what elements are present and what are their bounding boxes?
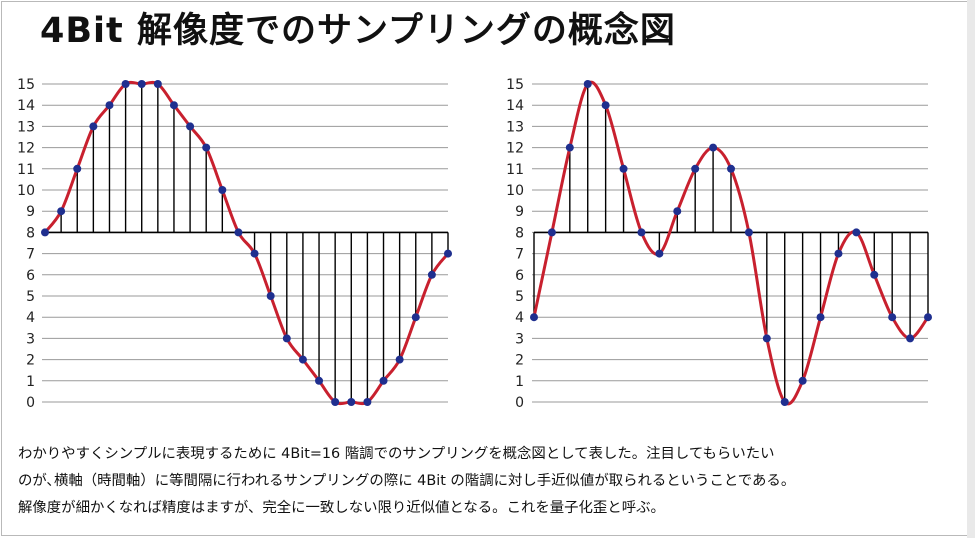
sample-point — [57, 207, 66, 216]
sample-point — [762, 334, 771, 343]
y-tick-label: 9 — [26, 204, 35, 220]
sample-point — [852, 228, 861, 237]
y-tick-label: 4 — [515, 310, 524, 326]
sample-point — [565, 143, 574, 152]
sample-point — [444, 249, 452, 258]
y-tick-label: 14 — [506, 98, 524, 114]
y-tick-label: 6 — [26, 268, 35, 284]
y-tick-label: 9 — [515, 204, 524, 220]
y-tick-label: 1 — [515, 374, 524, 390]
caption: わかりやすくシンプルに表現するために 4Bit=16 階調でのサンプリングを概念… — [18, 441, 963, 522]
sample-point — [153, 80, 162, 88]
y-tick-label: 5 — [515, 289, 524, 305]
window-edge — [967, 0, 975, 538]
sample-point — [363, 398, 372, 406]
sample-point — [888, 313, 897, 322]
sample-point — [816, 313, 825, 322]
caption-line-3: 解像度が細かくなれば精度はますが、完全に一致しない限り近似値となる。これを量子化… — [18, 500, 665, 516]
sample-point — [234, 228, 243, 237]
sample-point — [780, 398, 789, 406]
sample-point — [298, 355, 307, 364]
y-tick-label: 15 — [17, 77, 35, 93]
sample-point — [601, 101, 610, 110]
sample-point — [41, 228, 49, 237]
sample-point — [709, 143, 718, 152]
sample-point — [798, 376, 807, 385]
sample-point — [744, 228, 753, 237]
y-tick-label: 12 — [17, 141, 35, 157]
sample-point — [169, 101, 178, 110]
sample-point — [395, 355, 404, 364]
sample-point — [727, 164, 735, 173]
sample-point — [218, 186, 227, 194]
sample-point — [202, 143, 211, 152]
sample-point — [411, 313, 420, 322]
sample-point — [73, 164, 82, 173]
sample-point — [619, 164, 628, 173]
signal-curve — [43, 80, 450, 406]
y-tick-label: 10 — [17, 183, 35, 199]
y-tick-label: 7 — [26, 247, 35, 263]
sample-point — [637, 228, 646, 237]
y-tick-label: 15 — [506, 77, 524, 93]
sample-point — [547, 228, 556, 237]
sample-point — [186, 122, 195, 131]
sample-point — [834, 249, 843, 258]
sample-point — [89, 122, 98, 131]
y-tick-label: 0 — [26, 395, 35, 411]
sample-point — [347, 398, 356, 406]
sample-point — [121, 80, 130, 88]
sample-point — [427, 270, 436, 279]
y-tick-label: 4 — [26, 310, 35, 326]
y-tick-label: 12 — [506, 141, 524, 157]
y-tick-label: 2 — [26, 353, 35, 369]
sample-point — [906, 334, 915, 343]
sample-point — [530, 313, 538, 322]
y-tick-label: 5 — [26, 289, 35, 305]
y-tick-label: 13 — [17, 119, 35, 135]
y-tick-label: 3 — [515, 331, 524, 347]
y-tick-label: 11 — [17, 162, 35, 178]
sample-point — [379, 376, 388, 385]
y-tick-label: 13 — [506, 119, 524, 135]
sample-point — [583, 80, 592, 88]
sample-point — [655, 249, 664, 258]
sample-point — [105, 101, 114, 110]
y-tick-label: 7 — [515, 247, 524, 263]
signal-curve — [532, 80, 930, 406]
y-tick-label: 8 — [26, 225, 35, 241]
y-tick-label: 10 — [506, 183, 524, 199]
sample-point — [315, 376, 324, 385]
sample-point — [673, 207, 682, 216]
y-tick-label: 14 — [17, 98, 35, 114]
sample-point — [870, 270, 879, 279]
sample-point — [282, 334, 291, 343]
y-tick-label: 6 — [515, 268, 524, 284]
sample-point — [331, 398, 340, 406]
y-tick-label: 3 — [26, 331, 35, 347]
y-tick-label: 1 — [26, 374, 35, 390]
sample-point — [691, 164, 700, 173]
sample-point — [266, 292, 275, 300]
sample-point — [137, 80, 146, 88]
sample-point — [924, 313, 932, 322]
caption-line-1: わかりやすくシンプルに表現するために 4Bit=16 階調でのサンプリングを概念… — [18, 446, 775, 462]
page-title: 4Bit 解像度でのサンプリングの概念図 — [40, 11, 676, 51]
sample-point — [250, 249, 259, 258]
caption-line-2: のが､横軸（時間軸）に等間隔に行われるサンプリングの際に 4Bit の階調に対し… — [18, 473, 796, 489]
y-tick-label: 2 — [515, 353, 524, 369]
y-tick-label: 8 — [515, 225, 524, 241]
y-tick-label: 11 — [506, 162, 524, 178]
y-tick-label: 0 — [515, 395, 524, 411]
